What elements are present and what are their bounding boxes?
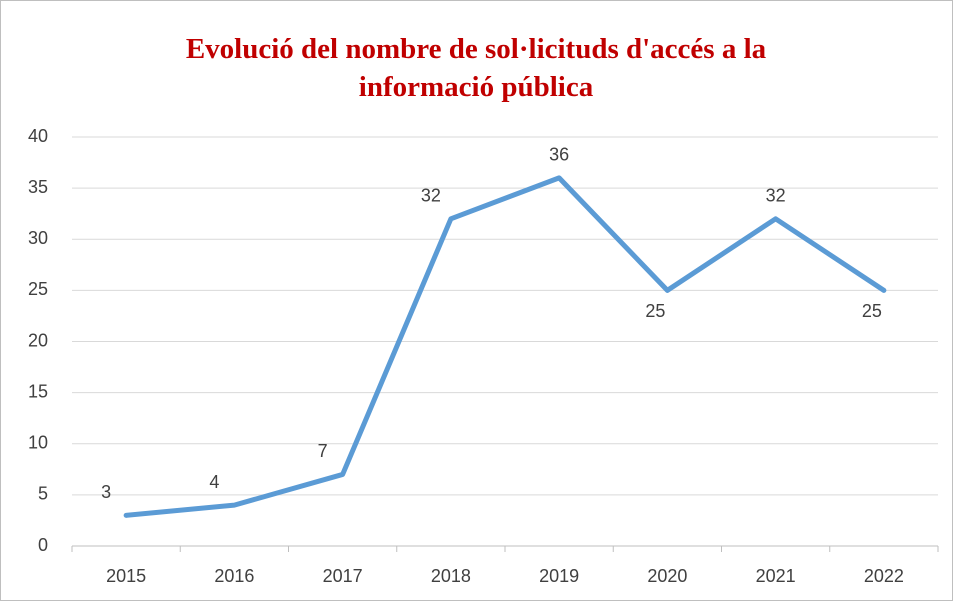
data-label: 25 <box>862 301 882 321</box>
x-tick-label: 2021 <box>756 566 796 586</box>
y-tick-label: 15 <box>28 381 48 401</box>
x-tick-label: 2017 <box>323 566 363 586</box>
x-tick-label: 2022 <box>864 566 904 586</box>
x-tick-label: 2015 <box>106 566 146 586</box>
y-tick-label: 40 <box>28 126 48 146</box>
data-label: 3 <box>101 482 111 502</box>
x-tick-label: 2018 <box>431 566 471 586</box>
y-tick-label: 0 <box>38 535 48 555</box>
data-label: 36 <box>549 145 569 165</box>
y-tick-label: 5 <box>38 484 48 504</box>
data-label: 4 <box>209 472 219 492</box>
data-line <box>123 175 887 518</box>
data-label: 25 <box>645 301 665 321</box>
y-tick-label: 30 <box>28 228 48 248</box>
y-tick-label: 25 <box>28 279 48 299</box>
y-tick-label: 20 <box>28 330 48 350</box>
y-tick-label: 35 <box>28 177 48 197</box>
chart-title: Evolució del nombre de sol·licituds d'ac… <box>185 33 767 103</box>
x-tick-label: 2016 <box>214 566 254 586</box>
data-label: 32 <box>766 186 786 206</box>
x-tick-label: 2019 <box>539 566 579 586</box>
y-tick-label: 10 <box>28 433 48 453</box>
data-label: 7 <box>318 441 328 461</box>
x-tick-label: 2020 <box>647 566 687 586</box>
data-label: 32 <box>421 186 441 206</box>
